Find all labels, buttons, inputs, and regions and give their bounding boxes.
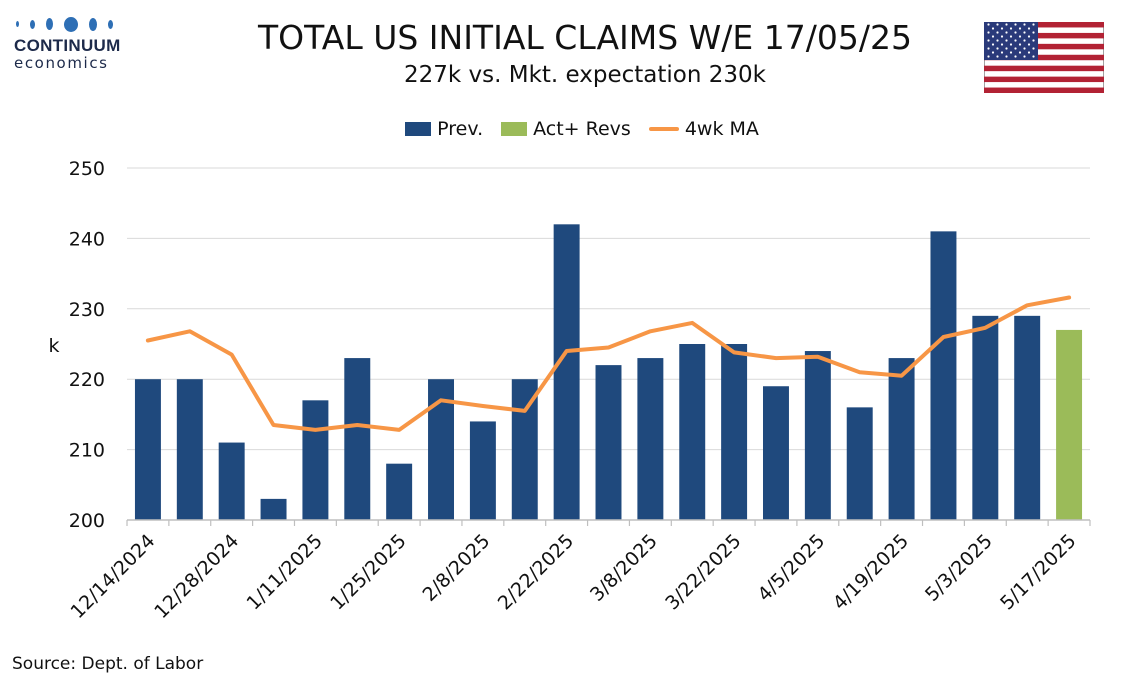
chart-title: TOTAL US INITIAL CLAIMS W/E 17/05/25: [258, 18, 912, 57]
x-tick-label: 2/8/2025: [419, 530, 495, 606]
brand-logo: CONTINUUM economics: [14, 14, 134, 74]
x-tick-label: 1/25/2025: [326, 530, 410, 614]
brand-name: CONTINUUM: [14, 36, 121, 55]
bar-prev: [218, 442, 245, 520]
bar-prev: [344, 358, 371, 520]
x-tick-label: 12/14/2024: [66, 530, 159, 623]
bar-act: [1056, 329, 1083, 520]
y-tick-label: 250: [69, 158, 105, 180]
bar-prev: [930, 231, 957, 521]
bar-prev: [1014, 315, 1041, 520]
bar-prev: [804, 351, 831, 520]
brand-tagline: economics: [14, 54, 109, 72]
legend-swatch-ma: [648, 127, 679, 131]
logo-dot: [16, 21, 19, 27]
y-axis-label: k: [48, 335, 59, 357]
bar-prev: [386, 463, 413, 520]
us-flag-icon: [984, 22, 1104, 93]
legend-label-ma: 4wk MA: [684, 118, 759, 140]
bar-prev: [637, 358, 664, 520]
x-tick-label: 1/11/2025: [243, 530, 327, 614]
y-tick-label: 200: [69, 510, 105, 532]
y-tick-label: 210: [69, 440, 105, 462]
x-tick-label: 4/19/2025: [829, 530, 913, 614]
logo-dot: [89, 17, 97, 31]
ma-line: [145, 295, 1072, 432]
y-tick-label: 230: [69, 299, 105, 321]
logo-dot: [64, 16, 78, 32]
logo-dot: [30, 19, 35, 29]
source-note: Source: Dept. of Labor: [12, 654, 204, 674]
bar-prev: [721, 344, 748, 520]
bar-prev: [972, 315, 999, 520]
bar-prev: [176, 379, 203, 520]
bar-prev: [888, 358, 915, 520]
logo-dots: [14, 14, 134, 34]
x-tick-label: 2/22/2025: [494, 530, 578, 614]
legend-item-act: Act+ Revs: [501, 118, 631, 140]
logo-dot: [108, 19, 113, 29]
x-tick-label: 5/17/2025: [996, 530, 1080, 614]
y-tick-label: 240: [69, 228, 105, 250]
bar-prev: [302, 400, 329, 520]
x-tick-label: 4/5/2025: [753, 530, 829, 606]
bar-prev: [260, 498, 287, 520]
x-tick-label: 12/28/2024: [150, 530, 243, 623]
bar-prev: [134, 379, 161, 520]
legend-swatch-act: [501, 122, 528, 136]
chart-legend: Prev. Act+ Revs 4wk MA: [0, 118, 1134, 140]
bar-prev: [679, 344, 706, 520]
legend-item-prev: Prev.: [405, 118, 483, 140]
bar-prev: [762, 386, 789, 520]
bar-prev: [469, 421, 496, 520]
bar-prev: [553, 224, 580, 520]
x-tick-label: 3/22/2025: [661, 530, 745, 614]
y-tick-label: 220: [69, 369, 105, 391]
legend-label-act: Act+ Revs: [533, 118, 631, 140]
chart-subtitle: 227k vs. Mkt. expectation 230k: [403, 62, 766, 88]
legend-swatch-prev: [405, 122, 432, 136]
bar-prev: [511, 379, 538, 520]
bar-prev: [846, 407, 873, 520]
bar-prev: [595, 365, 622, 520]
x-tick-label: 5/3/2025: [921, 530, 997, 606]
legend-label-prev: Prev.: [437, 118, 484, 140]
logo-dot: [46, 18, 53, 30]
x-tick-label: 3/8/2025: [586, 530, 662, 606]
legend-item-ma: 4wk MA: [648, 118, 759, 140]
